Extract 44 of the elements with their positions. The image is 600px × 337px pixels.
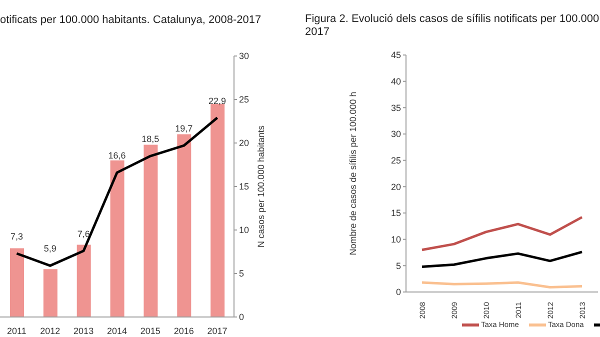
y-tick-label: 15	[239, 182, 250, 192]
y-tick-label: 25	[390, 156, 401, 166]
y-tick-label: 5	[396, 260, 401, 271]
data-label: 18,5	[142, 134, 160, 144]
chart-title: Figura 2. Evolució dels casos de sífilis notificats per 100.000 2017	[305, 13, 600, 39]
bar	[76, 244, 91, 317]
bar	[43, 269, 58, 317]
data-label: 5,9	[44, 244, 56, 254]
x-tick-label: 2011	[7, 326, 26, 336]
x-tick-label: 2016	[174, 326, 194, 336]
y-tick-label: 0	[239, 312, 244, 322]
y-tick-label: 45	[390, 50, 401, 60]
chart-title: otificats per 100.000 habitants. Catalunya, 2008-2017	[0, 14, 262, 27]
line-series	[420, 250, 584, 268]
x-tick-label: 2014	[106, 326, 128, 336]
x-tick-label: 2017	[207, 326, 228, 336]
x-tick-label: 2015	[140, 326, 160, 336]
y-tick-label: 20	[390, 182, 401, 192]
y-tick-label: 30	[239, 51, 250, 62]
y-tick-label: 35	[390, 102, 401, 113]
bar	[177, 134, 192, 317]
y-tick-label: 25	[239, 94, 250, 105]
data-label: 7,6	[77, 228, 90, 239]
y-tick-label: 15	[390, 208, 401, 218]
data-label: 16,6	[108, 150, 126, 161]
bar	[144, 144, 158, 317]
line-series	[420, 216, 584, 252]
y-tick-label: 10	[239, 225, 250, 236]
data-label: 7,3	[10, 231, 23, 242]
y-axis-title: N casos per 100.000 habitants	[256, 124, 266, 248]
bar	[110, 160, 124, 317]
y-tick-label: 30	[390, 129, 401, 140]
y-tick-label: 40	[390, 76, 401, 87]
bar	[210, 104, 225, 317]
x-tick-label: 2013	[74, 326, 94, 336]
y-tick-label: 5	[239, 268, 244, 279]
y-tick-label: 20	[239, 138, 250, 148]
y-axis-title: Nombre de casos de sífilis per 100.000 h	[348, 92, 358, 256]
bar	[10, 248, 24, 317]
x-tick-label: 2012	[40, 326, 60, 336]
data-label: 19,7	[175, 124, 193, 134]
data-label: 22,9	[208, 96, 226, 106]
y-tick-label: 10	[390, 234, 401, 245]
y-tick-label: 0	[396, 287, 401, 298]
